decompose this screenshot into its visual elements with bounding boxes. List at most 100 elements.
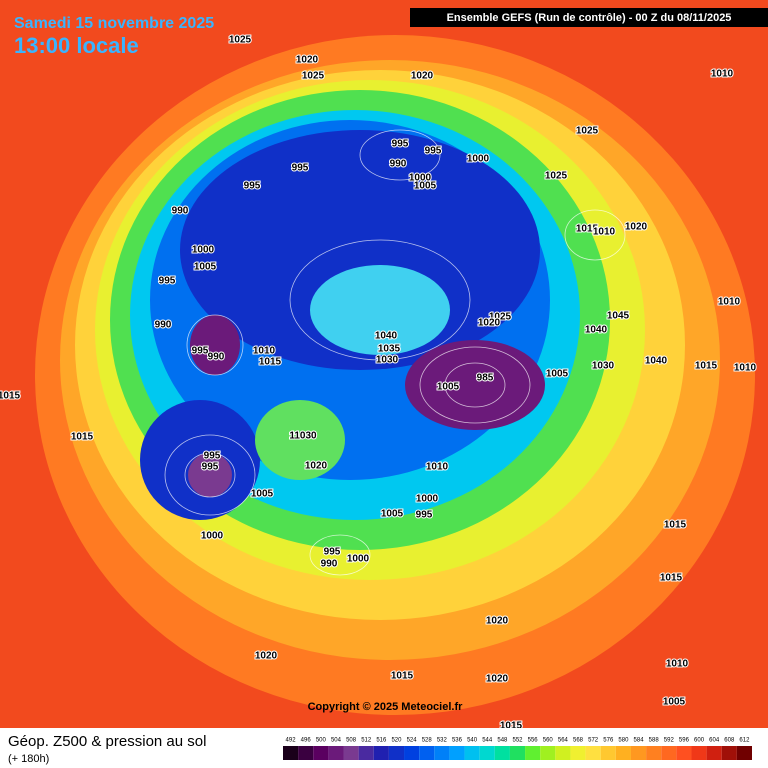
isobar-label: 1005 bbox=[381, 509, 404, 520]
legend-swatch bbox=[570, 746, 586, 760]
legend-label: 552 bbox=[512, 738, 523, 744]
isobar-label: 990 bbox=[208, 352, 225, 363]
legend-label: 576 bbox=[603, 738, 614, 744]
isobar-label: 1005 bbox=[663, 697, 686, 708]
copyright: Copyright © 2025 Meteociel.fr bbox=[308, 701, 464, 713]
legend-label: 568 bbox=[573, 738, 584, 744]
isobar-label: 1005 bbox=[546, 369, 569, 380]
legend-swatch bbox=[388, 746, 405, 760]
isobar-label: 990 bbox=[390, 159, 407, 170]
isobar-label: 1010 bbox=[666, 659, 689, 670]
legend-swatch bbox=[298, 746, 314, 760]
footer-lead: (+ 180h) bbox=[8, 753, 49, 765]
legend-label: 604 bbox=[709, 738, 720, 744]
legend-label: 528 bbox=[422, 738, 433, 744]
legend-label: 508 bbox=[346, 738, 357, 744]
legend-swatch bbox=[464, 746, 480, 760]
isobar-label: 1000 bbox=[416, 494, 439, 505]
legend-swatch bbox=[661, 746, 677, 760]
legend-label: 584 bbox=[634, 738, 645, 744]
legend-label: 516 bbox=[376, 738, 387, 744]
isobar-label: 1005 bbox=[194, 262, 217, 273]
isobar-label: 1015 bbox=[576, 224, 599, 235]
legend-swatch bbox=[404, 746, 420, 760]
legend: 492 496 500 504 508 512 516 520 524 528 532 536 540 5… bbox=[283, 738, 752, 760]
legend-swatch bbox=[419, 746, 435, 760]
isobar-label: 995 bbox=[292, 163, 309, 174]
legend-label: 540 bbox=[467, 738, 478, 744]
legend-label: 592 bbox=[664, 738, 675, 744]
isobar-label: 995 bbox=[202, 462, 219, 473]
isobar-label: 995 bbox=[204, 451, 221, 462]
legend-swatch bbox=[449, 746, 465, 760]
isobar-label: 1020 bbox=[486, 616, 509, 627]
legend-label: 580 bbox=[618, 738, 629, 744]
legend-swatch bbox=[600, 746, 616, 760]
legend-swatch bbox=[313, 746, 329, 760]
isobars bbox=[164, 129, 626, 576]
legend-label: 608 bbox=[724, 738, 735, 744]
legend-label: 536 bbox=[452, 738, 463, 744]
legend-label: 572 bbox=[588, 738, 599, 744]
legend-swatch bbox=[585, 746, 601, 760]
legend-swatch bbox=[358, 746, 374, 760]
legend-label: 560 bbox=[543, 738, 554, 744]
legend-swatch bbox=[525, 746, 541, 760]
legend-swatch bbox=[691, 746, 707, 760]
legend-label: 612 bbox=[739, 738, 750, 744]
isobar-label: 1040 bbox=[645, 356, 668, 367]
isobar-label: 1015 bbox=[664, 520, 687, 531]
isobar-label: 1030 bbox=[592, 361, 615, 372]
isobar-label: 1005 bbox=[437, 382, 460, 393]
isobar-label: 1040 bbox=[375, 331, 398, 342]
legend-swatch bbox=[373, 746, 389, 760]
legend-swatch bbox=[328, 746, 344, 760]
isobar-label: 1030 bbox=[376, 355, 399, 366]
legend-label: 548 bbox=[497, 738, 508, 744]
isobar-label: 995 bbox=[392, 139, 409, 150]
isobar-label: 1010 bbox=[718, 297, 741, 308]
isobar-label: 1005 bbox=[414, 181, 437, 192]
isobar-label: 1025 bbox=[489, 312, 512, 323]
isobar-label: 1015 bbox=[391, 671, 414, 682]
legend-label: 596 bbox=[679, 738, 690, 744]
isobar-label: 1000 bbox=[347, 554, 370, 565]
legend-swatch bbox=[736, 746, 752, 760]
isobar-label: 1000 bbox=[409, 173, 432, 184]
date: Samedi 15 novembre 2025 bbox=[14, 15, 214, 32]
legend-swatch bbox=[676, 746, 692, 760]
isobar-label: 1020 bbox=[296, 55, 319, 66]
isobar-label: 1020 bbox=[411, 71, 434, 82]
isobar-label: 1025 bbox=[576, 126, 599, 137]
isobar-label: 1005 bbox=[251, 489, 274, 500]
legend-label: 504 bbox=[331, 738, 342, 744]
isobar-label: 1040 bbox=[585, 325, 608, 336]
legend-swatch bbox=[343, 746, 359, 760]
isobar-label: 990 bbox=[172, 206, 189, 217]
isobar-label: 1010 bbox=[253, 346, 276, 357]
legend-label: 524 bbox=[407, 738, 418, 744]
isobar-label: 1045 bbox=[607, 311, 630, 322]
isobar-label: 1015 bbox=[695, 361, 718, 372]
isobar-label: 995 bbox=[244, 181, 261, 192]
legend-label: 532 bbox=[437, 738, 448, 744]
isobar-label: 985 bbox=[477, 373, 494, 384]
isobar-label: 1010 bbox=[426, 462, 449, 473]
legend-label: 588 bbox=[649, 738, 660, 744]
footer-title: Géop. Z500 & pression au sol bbox=[8, 733, 206, 750]
isobar-label: 1000 bbox=[192, 245, 215, 256]
legend-swatch bbox=[283, 746, 299, 760]
legend-swatch bbox=[555, 746, 571, 760]
legend-swatch bbox=[615, 746, 631, 760]
isobar-label: 1025 bbox=[545, 171, 568, 182]
isobar-label: 1015 bbox=[0, 391, 21, 402]
isobar-label: 995 bbox=[192, 346, 209, 357]
legend-label: 512 bbox=[361, 738, 372, 744]
isobar-label: 995 bbox=[425, 146, 442, 157]
legend-swatch bbox=[479, 746, 495, 760]
legend-swatch bbox=[540, 746, 556, 760]
isobar-label: 11030 bbox=[289, 431, 317, 442]
isobar-label: 1020 bbox=[625, 222, 648, 233]
